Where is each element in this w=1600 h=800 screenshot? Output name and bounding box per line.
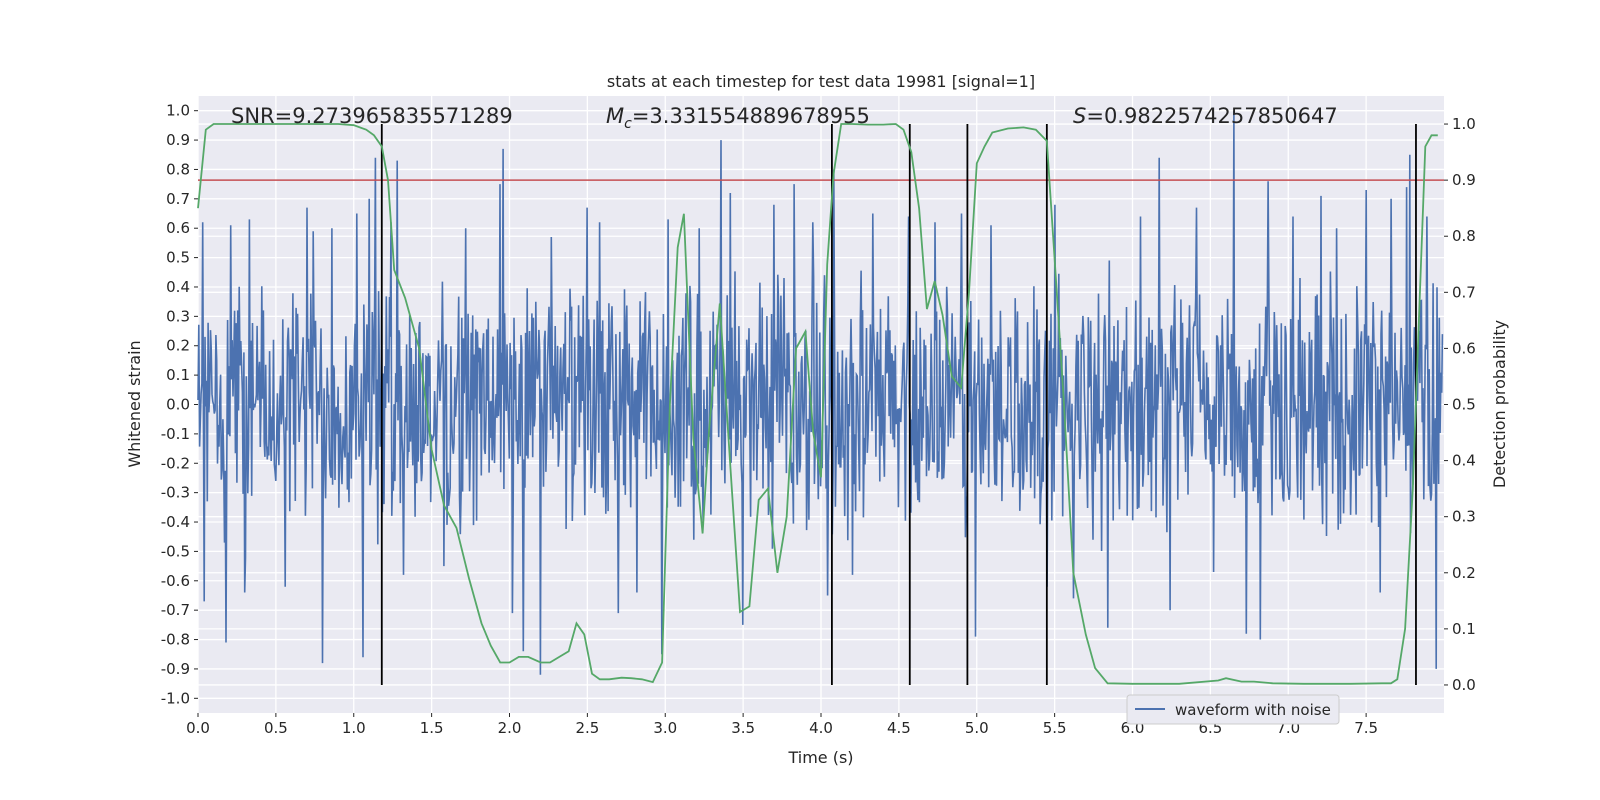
x-tick-label: 2.0 — [498, 719, 522, 737]
chirp-mass-value: =3.331554889678955 — [632, 104, 870, 128]
chart-title: stats at each timestep for test data 199… — [607, 72, 1035, 91]
y2-tick-label: 0.9 — [1452, 171, 1476, 189]
y-tick-label: 0.2 — [166, 337, 190, 355]
y-axis-ticks: -1.0 -0.9 -0.8 -0.7 -0.6 -0.5 -0.4 -0.3 -0.2 -0.1… — [161, 102, 198, 707]
y-tick-label: 0.9 — [166, 131, 190, 149]
legend-label: waveform with noise — [1175, 701, 1331, 719]
waveform-line — [197, 110, 1444, 675]
x-tick-label: 5.5 — [1043, 719, 1067, 737]
x-axis-label: Time (s) — [787, 748, 853, 767]
y-tick-label: 0.3 — [166, 307, 190, 325]
y2-tick-label: 0.4 — [1452, 452, 1476, 470]
y2-tick-label: 0.1 — [1452, 620, 1476, 638]
y-tick-label: -0.7 — [161, 601, 190, 619]
y-tick-label: 0.5 — [166, 249, 190, 267]
y-tick-label: -0.3 — [161, 484, 190, 502]
y2-axis-label: Detection probability — [1490, 320, 1509, 488]
y2-tick-label: 1.0 — [1452, 115, 1476, 133]
x-tick-label: 0.0 — [186, 719, 210, 737]
event-vertical-lines — [380, 124, 1417, 685]
y-tick-label: -1.0 — [161, 689, 190, 707]
x-tick-label: 0.5 — [264, 719, 288, 737]
y2-tick-label: 0.7 — [1452, 283, 1476, 301]
x-tick-label: 4.0 — [809, 719, 833, 737]
y-tick-label: 0.1 — [166, 366, 190, 384]
x-tick-label: 4.5 — [887, 719, 911, 737]
y-tick-label: 0.0 — [166, 396, 190, 414]
y-tick-label: -0.9 — [161, 660, 190, 678]
y-tick-label: -0.5 — [161, 542, 190, 560]
x-tick-label: 2.5 — [575, 719, 599, 737]
y-tick-label: 0.4 — [166, 278, 190, 296]
x-tick-label: 7.5 — [1354, 719, 1378, 737]
score-value: =0.9822574257850647 — [1086, 104, 1337, 128]
probability-line — [197, 123, 1438, 685]
y-tick-label: 0.7 — [166, 190, 190, 208]
y2-tick-label: 0.2 — [1452, 564, 1476, 582]
y2-tick-label: 0.0 — [1452, 676, 1476, 694]
y-tick-label: -0.8 — [161, 631, 190, 649]
x-tick-label: 3.0 — [653, 719, 677, 737]
x-axis-ticks: 0.0 0.5 1.0 1.5 2.0 2.5 3.0 3.5 4.0 4.5 5.0 5.5 6.0 6… — [186, 713, 1378, 737]
x-tick-label: 1.5 — [420, 719, 444, 737]
y2-tick-label: 0.3 — [1452, 508, 1476, 526]
y2-tick-label: 0.8 — [1452, 227, 1476, 245]
chirp-mass-symbol: M — [606, 104, 624, 128]
waveform-series — [197, 110, 1444, 675]
y-axis-label: Whitened strain — [125, 340, 144, 467]
y-tick-label: -0.4 — [161, 513, 190, 531]
y-tick-label: 0.6 — [166, 219, 190, 237]
detection-probability-layer — [197, 123, 1438, 685]
chirp-mass-subscript: c — [624, 116, 632, 132]
score-symbol: S — [1073, 104, 1086, 128]
y2-tick-label: 0.5 — [1452, 396, 1476, 414]
y-tick-label: 1.0 — [166, 102, 190, 120]
x-tick-label: 5.0 — [965, 719, 989, 737]
y-tick-label: 0.8 — [166, 160, 190, 178]
legend: waveform with noise — [1126, 694, 1340, 725]
y-tick-label: -0.2 — [161, 454, 190, 472]
y-tick-label: -0.6 — [161, 572, 190, 590]
legend-box — [1126, 694, 1340, 725]
y2-axis-ticks: 0.0 0.1 0.2 0.3 0.4 0.5 0.6 0.7 0.8 0.9 1.0 — [1444, 115, 1476, 694]
score-annotation: S=0.9822574257850647 — [1073, 104, 1338, 128]
chirp-mass-annotation: Mc=3.331554889678955 — [606, 104, 870, 132]
snr-annotation: SNR=9.273965835571289 — [231, 104, 513, 128]
x-tick-label: 1.0 — [342, 719, 366, 737]
y2-tick-label: 0.6 — [1452, 339, 1476, 357]
x-tick-label: 3.5 — [731, 719, 755, 737]
y-tick-label: -0.1 — [161, 425, 190, 443]
